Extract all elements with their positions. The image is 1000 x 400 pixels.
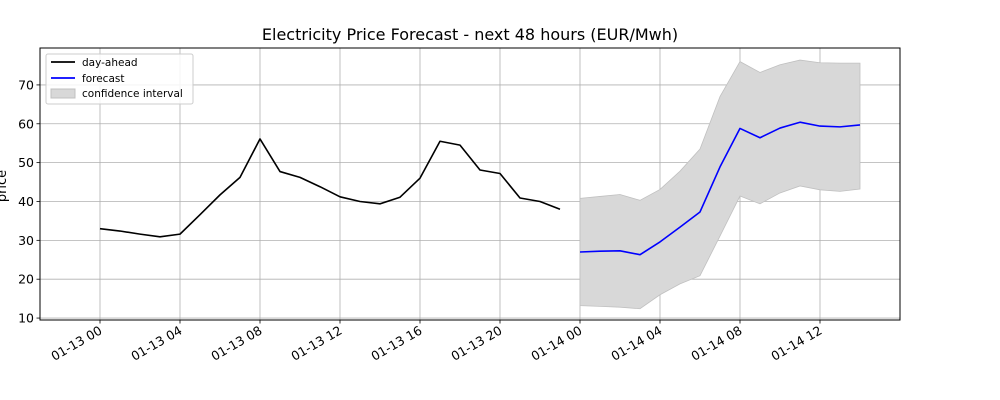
legend-label-day-ahead: day-ahead: [82, 57, 138, 69]
y-tick-label: 30: [18, 233, 34, 248]
legend-box: [45, 53, 194, 105]
y-tick-label: 20: [18, 272, 34, 287]
y-tick-label: 10: [18, 311, 34, 326]
confidence-band: [579, 59, 861, 310]
legend-swatch-confidence-interval: [50, 88, 76, 99]
plot-area: [39, 47, 901, 321]
legend-label-forecast: forecast: [82, 73, 124, 85]
legend-label-confidence-interval: confidence interval: [82, 88, 183, 100]
y-tick-label: 60: [18, 116, 34, 131]
y-tick-label: 70: [18, 77, 34, 92]
series-line-day-ahead: [99, 138, 561, 238]
y-tick-label: 40: [18, 194, 34, 209]
y-tick-label: 50: [18, 155, 34, 170]
y-axis-label: price: [0, 170, 10, 202]
chart-title: Electricity Price Forecast - next 48 hou…: [262, 25, 678, 44]
legend: day-ahead forecast confidence interval: [45, 53, 194, 105]
